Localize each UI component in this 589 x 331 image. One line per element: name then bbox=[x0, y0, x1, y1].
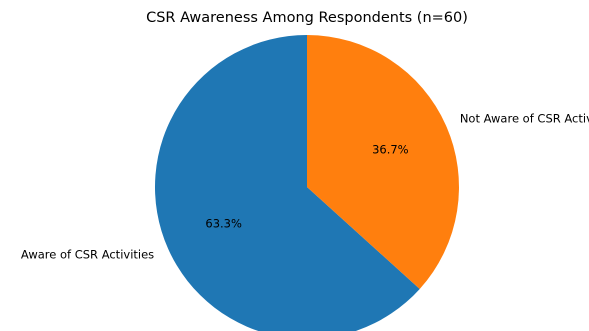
slice-percent-label-2: 36.7% bbox=[372, 142, 409, 156]
slice-category-label-1: Aware of CSR Activities bbox=[21, 247, 154, 261]
pie-slice-1 bbox=[155, 35, 420, 331]
pie-labels: 63.3% Aware of CSR Activities 36.7% Not Awa… bbox=[21, 112, 589, 262]
chart-title: CSR Awareness Among Respondents (n=60) bbox=[146, 10, 468, 26]
pie-slice-2 bbox=[307, 35, 459, 289]
slice-category-label-2: Not Aware of CSR Activities bbox=[460, 112, 589, 126]
pie-slices bbox=[155, 35, 459, 331]
slice-percent-label-1: 63.3% bbox=[205, 217, 242, 231]
